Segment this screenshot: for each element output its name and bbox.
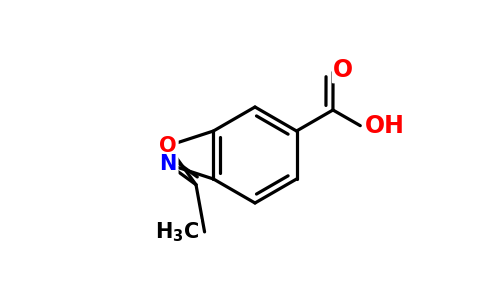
Text: $\mathdefault{H_3C}$: $\mathdefault{H_3C}$ <box>155 220 199 244</box>
Text: O: O <box>333 58 353 82</box>
Text: OH: OH <box>365 114 405 138</box>
Text: N: N <box>159 154 177 174</box>
Text: O: O <box>159 136 177 156</box>
